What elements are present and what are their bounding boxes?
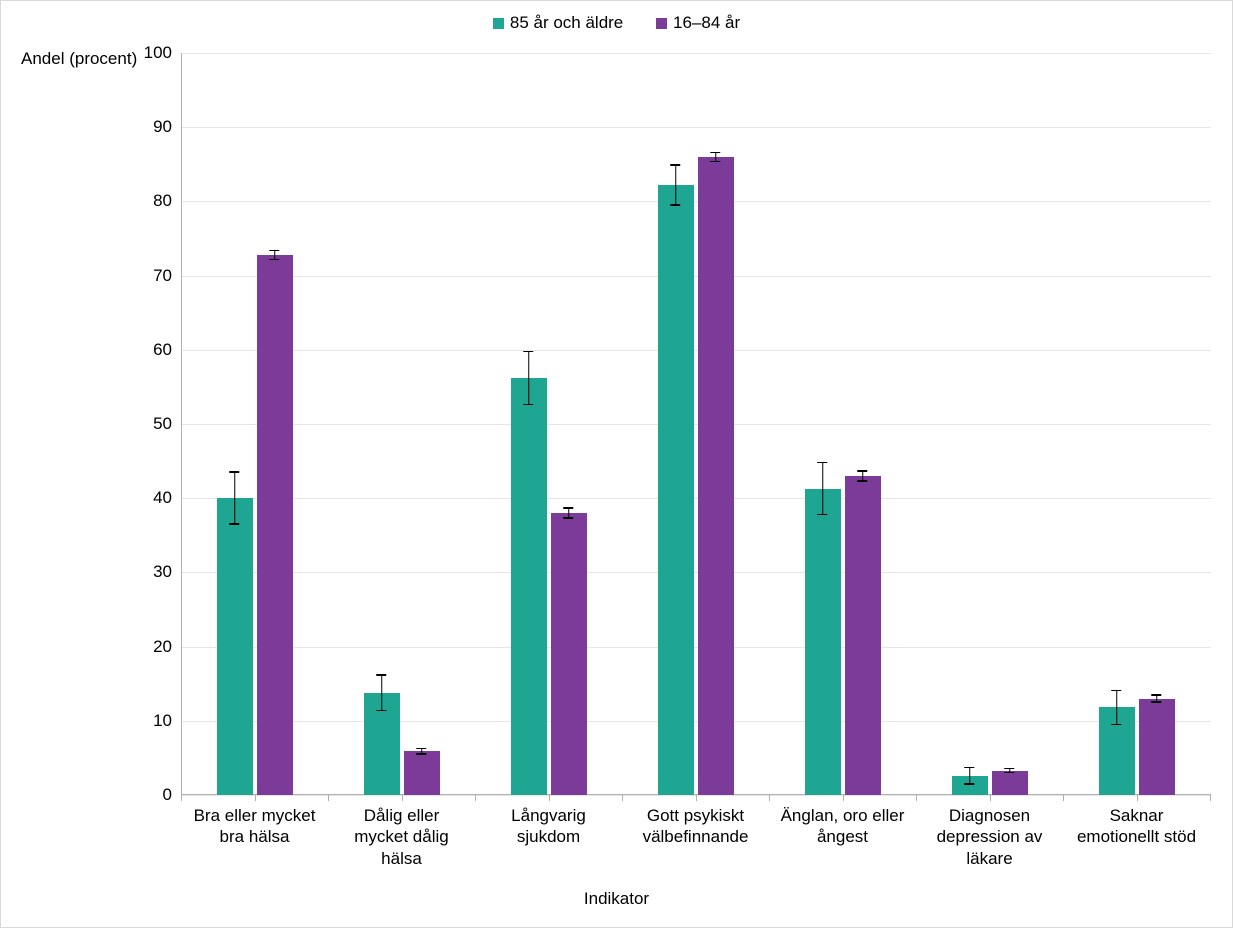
y-tick-label: 60 [122, 340, 172, 360]
error-bar [1156, 694, 1158, 703]
y-tick-label: 40 [122, 488, 172, 508]
x-tick-mark [549, 795, 550, 801]
gridline [181, 721, 1211, 722]
error-bar [822, 462, 824, 515]
chart-frame: 85 år och äldre 16–84 år Andel (procent)… [0, 0, 1233, 928]
error-bar [715, 152, 717, 162]
gridline [181, 572, 1211, 573]
x-tick-mark [622, 795, 623, 801]
bar [992, 771, 1028, 795]
y-tick-label: 0 [122, 785, 172, 805]
gridline [181, 498, 1211, 499]
legend-item-series-1: 16–84 år [656, 13, 740, 33]
x-tick-mark [1063, 795, 1064, 801]
legend-item-series-0: 85 år och äldre [493, 13, 623, 33]
error-bar [528, 351, 530, 406]
x-tick-mark [843, 795, 844, 801]
legend-label-1: 16–84 år [673, 13, 740, 33]
x-category-label: Diagnosendepression avläkare [920, 805, 1060, 869]
bar [1139, 699, 1175, 795]
x-category-label: Änglan, oro ellerångest [773, 805, 913, 848]
y-tick-label: 100 [122, 43, 172, 63]
error-bar [862, 470, 864, 482]
x-tick-mark [990, 795, 991, 801]
error-bar [421, 748, 423, 755]
bar [551, 513, 587, 795]
x-tick-mark [328, 795, 329, 801]
x-tick-mark [475, 795, 476, 801]
error-bar [1116, 690, 1118, 726]
gridline [181, 53, 1211, 54]
error-bar [969, 767, 971, 785]
legend-label-0: 85 år och äldre [510, 13, 623, 33]
y-axis-title: Andel (procent) [21, 49, 137, 69]
bar [404, 751, 440, 795]
x-tick-mark [255, 795, 256, 801]
x-category-label: Bra eller mycketbra hälsa [185, 805, 325, 848]
plot-area: Bra eller mycketbra hälsaDålig ellermyck… [181, 53, 1211, 795]
x-category-label: Dålig ellermycket dålighälsa [332, 805, 472, 869]
bar [257, 255, 293, 795]
gridline [181, 647, 1211, 648]
y-axis-line [181, 53, 182, 795]
gridline [181, 127, 1211, 128]
legend-swatch-0 [493, 18, 504, 29]
error-bar [568, 507, 570, 519]
y-tick-label: 50 [122, 414, 172, 434]
bar [805, 489, 841, 795]
bar [511, 378, 547, 795]
gridline [181, 424, 1211, 425]
x-category-label: Långvarigsjukdom [479, 805, 619, 848]
error-bar [234, 471, 236, 524]
bar [845, 476, 881, 795]
error-bar [1009, 768, 1011, 774]
y-tick-label: 80 [122, 191, 172, 211]
x-tick-mark [1137, 795, 1138, 801]
y-tick-label: 30 [122, 562, 172, 582]
x-category-label: Saknaremotionellt stöd [1067, 805, 1207, 848]
error-bar [381, 674, 383, 711]
x-tick-mark [769, 795, 770, 801]
error-bar [274, 250, 276, 260]
legend: 85 år och äldre 16–84 år [1, 13, 1232, 34]
y-tick-label: 90 [122, 117, 172, 137]
x-tick-mark [402, 795, 403, 801]
x-tick-mark [1210, 795, 1211, 801]
x-axis-title: Indikator [1, 889, 1232, 909]
legend-swatch-1 [656, 18, 667, 29]
y-tick-label: 10 [122, 711, 172, 731]
error-bar [675, 164, 677, 206]
x-tick-mark [181, 795, 182, 801]
gridline [181, 201, 1211, 202]
gridline [181, 350, 1211, 351]
y-tick-label: 20 [122, 637, 172, 657]
y-tick-label: 70 [122, 266, 172, 286]
x-tick-mark [916, 795, 917, 801]
bar [698, 157, 734, 795]
bar [217, 498, 253, 795]
x-tick-mark [696, 795, 697, 801]
x-category-label: Gott psykisktvälbefinnande [626, 805, 766, 848]
gridline [181, 276, 1211, 277]
bar [658, 185, 694, 795]
